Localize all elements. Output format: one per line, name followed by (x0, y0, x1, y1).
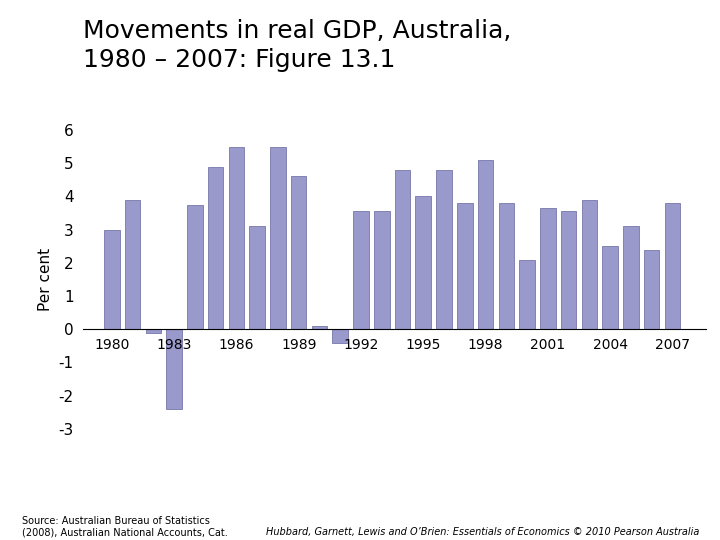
Bar (436, 170, 452, 329)
Bar (623, 226, 639, 329)
Text: Hubbard, Garnett, Lewis and O’Brien: Essentials of Economics © 2010 Pearson Aust: Hubbard, Garnett, Lewis and O’Brien: Ess… (266, 527, 700, 537)
Bar (187, 205, 203, 329)
Text: Movements in real GDP, Australia,
1980 – 2007: Figure 13.1: Movements in real GDP, Australia, 1980 –… (83, 18, 511, 72)
Bar (665, 203, 680, 329)
Bar (374, 211, 390, 329)
Bar (354, 211, 369, 329)
Bar (125, 200, 140, 329)
Bar (270, 146, 286, 329)
Bar (208, 166, 223, 329)
Bar (478, 160, 493, 329)
Bar (145, 329, 161, 333)
Bar (540, 208, 556, 329)
Bar (104, 230, 120, 329)
Bar (229, 146, 244, 329)
Text: Source: Australian Bureau of Statistics
(2008), Australian National Accounts, Ca: Source: Australian Bureau of Statistics … (22, 516, 228, 537)
Bar (582, 200, 597, 329)
Bar (166, 329, 182, 409)
Bar (249, 226, 265, 329)
Bar (395, 170, 410, 329)
Bar (519, 260, 535, 329)
Bar (498, 203, 514, 329)
Bar (415, 197, 431, 329)
Bar (333, 329, 348, 342)
Bar (644, 249, 660, 329)
Bar (312, 326, 328, 329)
Bar (603, 246, 618, 329)
Y-axis label: Per cent: Per cent (38, 248, 53, 311)
Bar (291, 177, 307, 329)
Bar (561, 211, 577, 329)
Bar (457, 203, 472, 329)
